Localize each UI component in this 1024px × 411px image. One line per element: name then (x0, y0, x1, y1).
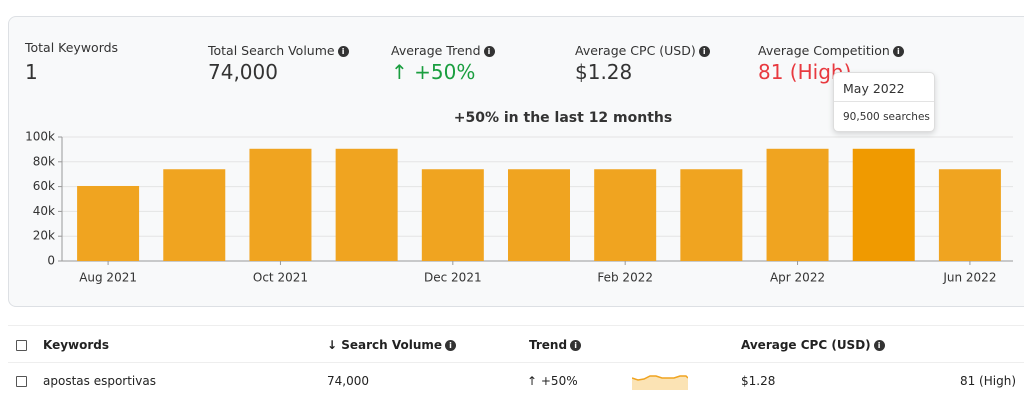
stat-value-wrap: ↑ +50% (391, 60, 475, 84)
checkbox[interactable] (16, 340, 27, 351)
sparkline-area (632, 376, 688, 390)
column-header: Search Volume (341, 338, 443, 352)
stat-head: Average CPC (USD) i (575, 40, 710, 59)
stat-label: Average CPC (USD) (575, 43, 696, 58)
info-icon[interactable]: i (892, 46, 904, 57)
tooltip-title: May 2022 (843, 81, 905, 96)
stat-label: Average Trend (391, 43, 481, 58)
x-tick-label: Feb 2022 (597, 271, 653, 285)
stat-head: Average Trend i (391, 40, 495, 59)
stat-value: 1 (25, 60, 38, 84)
tooltip: May 2022 90,500 searches (833, 72, 935, 132)
y-tick-label: 20k (33, 229, 55, 243)
bar (421, 169, 484, 261)
bar (938, 169, 1001, 261)
table-top-border (8, 325, 1024, 326)
bar (508, 169, 570, 261)
cell: +50% (540, 374, 578, 388)
y-tick-label: 60k (33, 179, 55, 193)
x-tick-label: Oct 2021 (253, 271, 308, 285)
sparkline-line (632, 375, 688, 381)
stat-value: 74,000 (208, 60, 278, 84)
column-header-wrap[interactable]: Average CPC (USD) i (741, 338, 885, 352)
info-icon[interactable]: i (873, 340, 885, 351)
sort-arrow: ↓ (327, 338, 342, 352)
chart: +50% in the last 12 months 0 20k 40k 60k 80k… (25, 110, 1013, 285)
column-header: Trend (529, 338, 568, 352)
bar (249, 148, 312, 261)
chart-title: +50% in the last 12 months (454, 110, 672, 126)
info-icon[interactable]: i (337, 46, 349, 57)
bar (680, 169, 743, 261)
y-tick-label: 40k (33, 204, 55, 218)
cell-wrap: ↑ +50% (527, 374, 578, 388)
cell: 74,000 (327, 374, 369, 388)
info-icon[interactable]: i (445, 340, 457, 351)
stat-label: Total Search Volume (208, 43, 335, 58)
column-header: Average CPC (USD) (741, 338, 871, 352)
x-tick-label: Dec 2021 (424, 271, 482, 285)
column-header-wrap[interactable]: Trend i (529, 338, 582, 352)
bar (163, 169, 226, 261)
x-tick-label: Aug 2021 (79, 271, 137, 285)
cell: $1.28 (741, 374, 776, 388)
y-tick-label: 80k (33, 154, 55, 168)
stat-value: +50% (414, 60, 476, 84)
sparkline (632, 375, 688, 390)
info-icon[interactable]: i (570, 340, 582, 351)
bar (77, 185, 140, 261)
stat-label: Average Competition (758, 43, 890, 58)
y-tick-label: 0 (47, 254, 55, 268)
stat-value: $1.28 (575, 60, 633, 84)
bar (766, 148, 829, 261)
tooltip-text: 90,500 searches (843, 111, 930, 123)
x-tick-label: Apr 2022 (770, 271, 825, 285)
row-border (8, 362, 1024, 363)
column-header[interactable]: Keywords (43, 338, 110, 352)
info-icon[interactable]: i (698, 46, 710, 57)
bar (335, 148, 398, 261)
column-header-wrap[interactable]: ↓ Search Volume i (327, 338, 457, 352)
bar (594, 169, 657, 261)
y-tick-label: 100k (25, 130, 55, 144)
checkbox[interactable] (16, 376, 27, 387)
stat-label: Total Keywords (25, 40, 119, 55)
x-tick-label: Jun 2022 (942, 271, 996, 285)
tooltip-divider (834, 101, 934, 102)
stat-head: Average Competition i (758, 40, 904, 59)
stat-head: Total Search Volume i (208, 40, 349, 59)
cell: apostas esportivas (43, 374, 156, 388)
info-icon[interactable]: i (483, 46, 495, 57)
up-arrow: ↑ (527, 374, 541, 388)
up-arrow: ↑ (391, 60, 415, 84)
cell: 81 (High) (959, 374, 1016, 388)
bar (852, 148, 915, 261)
